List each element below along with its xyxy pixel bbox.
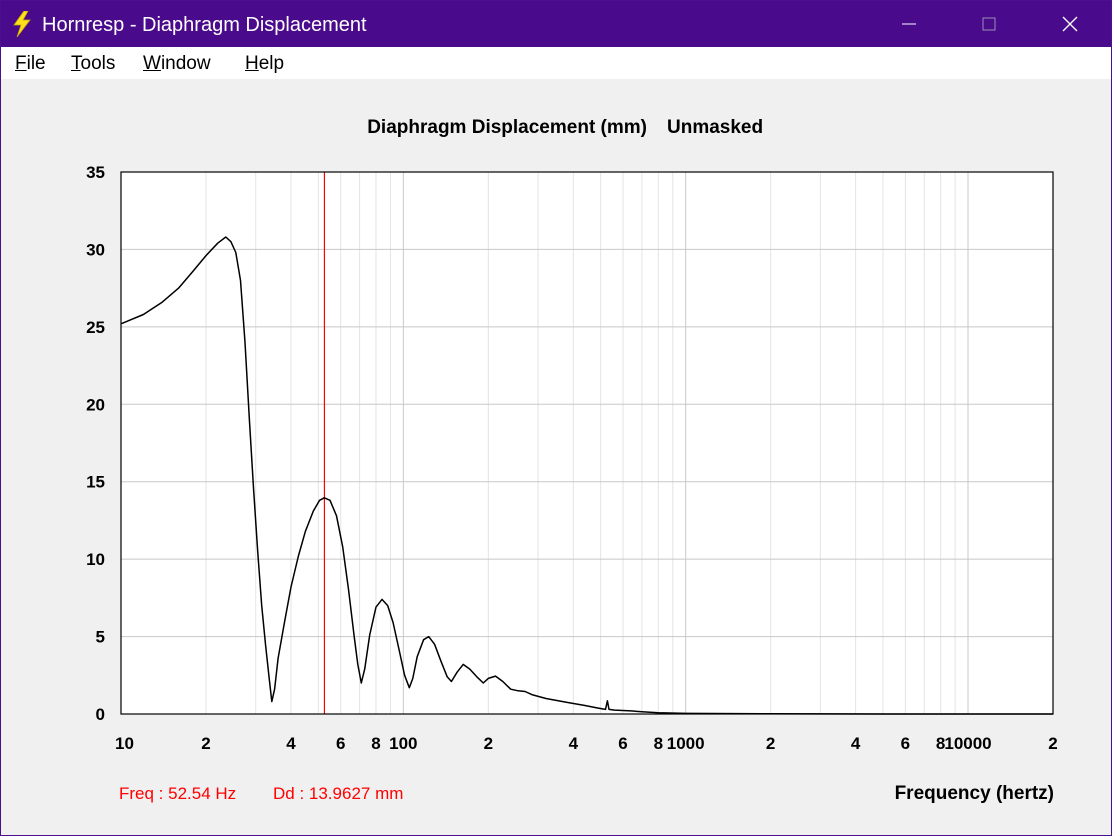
plot-frame [120,171,1054,715]
chart-title: Diaphragm Displacement (mm) [367,117,647,138]
menu-help[interactable]: Help [245,53,285,74]
x-tick-label: 10 [115,734,134,753]
x-tick-label: 4 [851,734,861,753]
x-axis-label: Frequency (hertz) [895,783,1054,804]
minimize-icon [902,23,916,25]
title-bar[interactable]: Hornresp - Diaphragm Displacement [1,1,1111,47]
x-tick-label: 2 [201,734,210,753]
y-tick-label: 25 [86,318,105,337]
displacement-curve [120,236,1053,715]
y-tick-label: 15 [86,473,105,492]
window-title: Hornresp - Diaphragm Displacement [42,14,367,36]
y-tick-label: 30 [86,240,105,259]
x-tick-label: 8 [936,734,945,753]
x-tick-label: 8 [371,734,380,753]
y-tick-label: 5 [96,628,105,647]
y-tick-label: 10 [86,550,105,569]
x-tick-label: 2 [484,734,493,753]
close-icon [1062,16,1078,32]
menu-bar: File Tools Window Help [1,47,1111,79]
displacement-chart[interactable]: Diaphragm Displacement (mm) Unmasked 0 5 1… [1,79,1111,835]
menu-file[interactable]: File [15,53,46,74]
x-tick-label: 6 [336,734,345,753]
x-tick-label: 6 [618,734,627,753]
y-tick-label: 35 [86,163,105,182]
mask-status: Unmasked [667,117,763,138]
x-tick-label: 10000 [944,734,991,753]
menu-window[interactable]: Window [143,53,211,74]
x-tick-label: 4 [569,734,579,753]
maximize-button[interactable] [949,1,1029,47]
y-tick-label: 20 [86,395,105,414]
x-tick-label: 6 [901,734,910,753]
displacement-readout: Dd : 13.9627 mm [273,784,403,803]
x-tick-label: 2 [1048,734,1057,753]
x-tick-label: 2 [766,734,775,753]
x-tick-label: 100 [389,734,417,753]
menu-tools[interactable]: Tools [71,53,116,74]
maximize-icon [982,17,996,31]
x-tick-label: 1000 [667,734,705,753]
close-button[interactable] [1030,1,1110,47]
minimize-button[interactable] [869,1,949,47]
plot-background [121,172,1053,714]
lightning-bolt-icon [13,11,31,37]
freq-readout: Freq : 52.54 Hz [119,784,236,803]
x-tick-label: 8 [654,734,663,753]
x-tick-label: 4 [286,734,296,753]
y-tick-label: 0 [96,705,105,724]
